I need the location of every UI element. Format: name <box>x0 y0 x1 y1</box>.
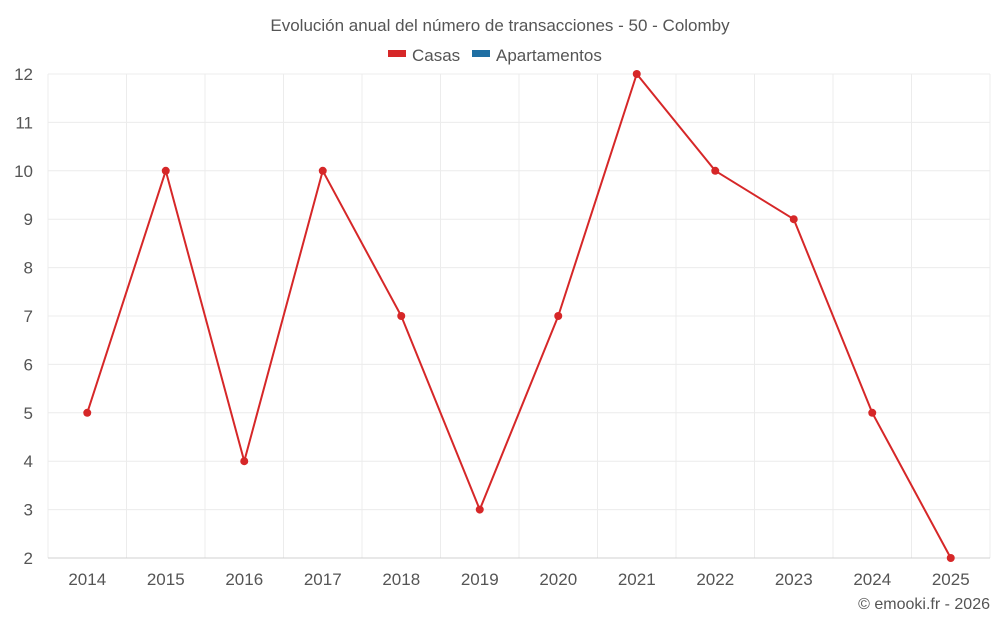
data-point[interactable] <box>554 312 563 320</box>
y-tick-label: 8 <box>24 259 33 278</box>
x-tick-label: 2023 <box>775 570 813 589</box>
x-tick-label: 2021 <box>618 570 656 589</box>
x-tick-label: 2020 <box>539 570 577 589</box>
y-tick-label: 7 <box>24 307 33 326</box>
data-point[interactable] <box>475 505 484 514</box>
legend-label-casas: Casas <box>412 46 460 65</box>
y-tick-label: 4 <box>24 452 33 471</box>
data-point[interactable] <box>318 166 327 175</box>
legend-item-apartamentos[interactable]: Apartamentos <box>472 46 602 65</box>
data-point[interactable] <box>632 70 641 78</box>
data-point[interactable] <box>83 408 92 417</box>
x-tick-label: 2024 <box>853 570 891 589</box>
data-point[interactable] <box>397 312 406 320</box>
x-axis-ticks: 2014 2015 2016 2017 2018 2019 2020 2021 2022 2023… <box>68 570 969 589</box>
series-layer <box>83 70 955 562</box>
x-tick-label: 2025 <box>932 570 970 589</box>
x-tick-label: 2014 <box>68 570 106 589</box>
x-tick-label: 2017 <box>304 570 342 589</box>
credit-text: © emooki.fr - 2026 <box>858 596 990 613</box>
y-tick-label: 10 <box>14 162 33 181</box>
y-tick-label: 3 <box>24 501 33 520</box>
legend-label-apartamentos: Apartamentos <box>496 46 602 65</box>
x-tick-label: 2019 <box>461 570 499 589</box>
data-point[interactable] <box>711 166 720 175</box>
y-tick-label: 11 <box>15 113 33 132</box>
x-tick-label: 2015 <box>147 570 185 589</box>
data-point[interactable] <box>946 554 955 562</box>
data-point[interactable] <box>240 457 249 466</box>
legend-swatch-casas <box>388 50 406 57</box>
y-tick-label: 2 <box>24 549 33 568</box>
legend-item-casas[interactable]: Casas <box>388 46 460 65</box>
legend-swatch-apartamentos <box>472 50 490 57</box>
chart-title: Evolución anual del número de transaccio… <box>270 16 730 35</box>
y-tick-label: 9 <box>24 210 33 229</box>
x-tick-label: 2016 <box>225 570 263 589</box>
y-tick-label: 12 <box>14 65 33 84</box>
data-point[interactable] <box>161 166 170 175</box>
y-tick-label: 5 <box>24 404 33 423</box>
y-axis-ticks: 2 3 4 5 6 7 8 9 10 11 12 <box>14 65 33 568</box>
y-tick-label: 6 <box>24 355 33 374</box>
series-line-casas <box>86 73 952 559</box>
x-tick-label: 2018 <box>382 570 420 589</box>
data-point[interactable] <box>868 408 877 417</box>
x-tick-label: 2022 <box>696 570 734 589</box>
data-point[interactable] <box>789 215 798 224</box>
legend[interactable]: Casas Apartamentos <box>388 46 602 65</box>
